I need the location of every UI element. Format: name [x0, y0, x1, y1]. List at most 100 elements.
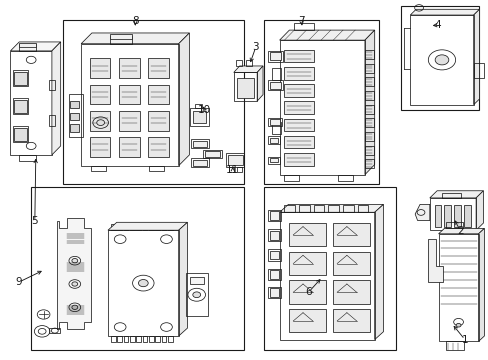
Bar [119, 111, 140, 131]
Bar [264, 187, 395, 350]
Bar [161, 336, 166, 342]
Polygon shape [414, 204, 429, 221]
Circle shape [97, 120, 104, 126]
Bar [233, 72, 257, 101]
Bar [117, 224, 122, 230]
Bar [284, 50, 313, 62]
Bar [31, 187, 243, 350]
Text: 3: 3 [252, 42, 259, 52]
Bar [337, 175, 352, 181]
Polygon shape [178, 222, 187, 336]
Bar [185, 273, 207, 316]
Bar [90, 58, 110, 78]
Bar [284, 153, 313, 166]
Bar [194, 104, 202, 108]
Bar [270, 211, 278, 220]
Bar [332, 223, 369, 246]
Bar [268, 287, 280, 298]
Bar [364, 91, 373, 100]
Bar [14, 72, 27, 85]
Bar [270, 270, 278, 279]
Bar [14, 100, 27, 113]
Bar [364, 159, 373, 168]
Bar [270, 231, 278, 239]
Polygon shape [108, 222, 187, 230]
Bar [119, 58, 140, 78]
Bar [438, 234, 478, 341]
Bar [49, 328, 60, 333]
Bar [364, 64, 373, 73]
Bar [473, 63, 484, 78]
Polygon shape [478, 228, 484, 341]
Bar [267, 136, 280, 144]
Bar [284, 205, 295, 212]
Text: 11: 11 [226, 165, 239, 175]
Bar [272, 68, 281, 81]
Circle shape [72, 305, 78, 310]
Bar [81, 44, 178, 166]
Bar [267, 80, 282, 90]
Text: 6: 6 [305, 287, 311, 297]
Bar [268, 210, 280, 221]
Bar [284, 102, 313, 114]
Bar [289, 223, 325, 246]
Bar [70, 125, 79, 132]
Bar [136, 224, 141, 230]
Bar [111, 336, 116, 342]
Bar [90, 85, 110, 104]
Bar [269, 52, 280, 60]
Bar [270, 251, 278, 259]
Bar [328, 205, 338, 212]
Bar [364, 132, 373, 141]
Bar [268, 249, 280, 261]
Circle shape [72, 258, 78, 263]
Bar [13, 98, 28, 114]
Bar [142, 336, 147, 342]
Polygon shape [233, 66, 263, 72]
Circle shape [72, 282, 78, 286]
Bar [364, 77, 373, 86]
Bar [155, 336, 160, 342]
Bar [236, 167, 241, 172]
Bar [269, 82, 280, 89]
Bar [91, 166, 105, 171]
Bar [190, 139, 209, 148]
Polygon shape [475, 191, 483, 230]
Bar [155, 224, 160, 230]
Bar [313, 205, 324, 212]
Bar [434, 205, 441, 226]
Bar [189, 277, 203, 284]
Polygon shape [409, 9, 479, 15]
Bar [161, 224, 166, 230]
Bar [463, 205, 470, 226]
Bar [111, 224, 116, 230]
Bar [441, 193, 461, 198]
Text: 7: 7 [298, 16, 304, 26]
Bar [245, 60, 251, 66]
Bar [269, 119, 279, 125]
Bar [284, 67, 313, 80]
Bar [236, 60, 242, 66]
Bar [167, 336, 172, 342]
Polygon shape [427, 239, 443, 282]
Bar [19, 44, 36, 51]
Bar [148, 137, 168, 157]
Bar [130, 336, 135, 342]
Bar [284, 175, 299, 181]
Bar [289, 252, 325, 275]
Bar [117, 336, 122, 342]
Bar [289, 309, 325, 332]
Bar [269, 138, 278, 143]
Bar [357, 205, 367, 212]
Bar [192, 160, 207, 166]
Polygon shape [52, 42, 61, 155]
Circle shape [455, 323, 460, 327]
Bar [284, 119, 313, 131]
Text: 8: 8 [132, 16, 138, 26]
Text: 10: 10 [198, 105, 211, 115]
Bar [445, 222, 462, 228]
Bar [19, 43, 36, 46]
Bar [149, 166, 163, 171]
Bar [332, 252, 369, 275]
Bar [269, 158, 278, 162]
